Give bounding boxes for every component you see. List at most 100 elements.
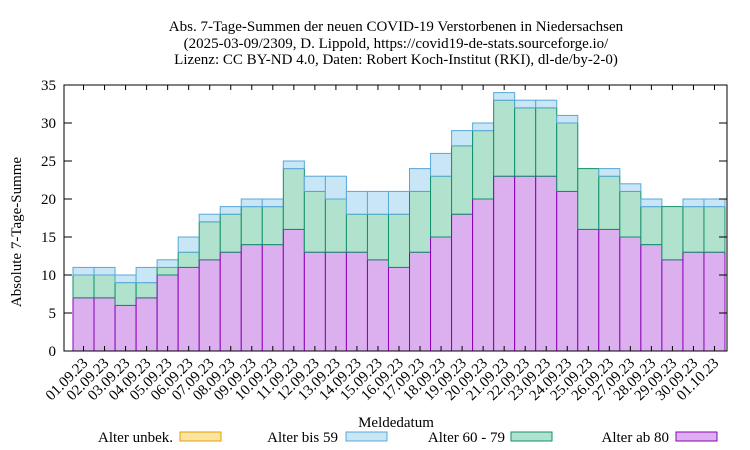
bar-segment-1-30 bbox=[703, 206, 726, 253]
bar-segment-1-14 bbox=[366, 213, 389, 261]
title-line-3: Lizenz: CC BY-ND 4.0, Daten: Robert Koch… bbox=[174, 52, 618, 68]
title-line-1: Abs. 7-Tage-Summen der neuen COVID-19 Ve… bbox=[169, 19, 624, 35]
bar-segment-2-14 bbox=[366, 190, 389, 215]
bar-segment-0-11 bbox=[303, 251, 326, 352]
bar-segment-0-12 bbox=[324, 251, 347, 352]
bar-segment-2-11 bbox=[303, 175, 326, 192]
bar-segment-1-18 bbox=[451, 145, 474, 215]
bar-segment-1-9 bbox=[261, 206, 284, 246]
legend-label: Alter unbek. bbox=[98, 430, 173, 446]
bar-segment-0-4 bbox=[156, 274, 179, 352]
bar-segment-2-25 bbox=[598, 168, 621, 177]
y-tick-label: 35 bbox=[41, 78, 56, 94]
bar-segment-2-2 bbox=[114, 274, 137, 284]
bar-segment-1-11 bbox=[303, 190, 326, 253]
legend-label: Alter bis 59 bbox=[267, 430, 338, 446]
bar-segment-1-12 bbox=[324, 198, 347, 253]
bar-segment-1-20 bbox=[493, 99, 516, 177]
bar-segment-1-25 bbox=[598, 175, 621, 230]
bar-segment-1-8 bbox=[240, 206, 263, 246]
bar-segment-2-8 bbox=[240, 198, 263, 208]
bar-segment-1-4 bbox=[156, 266, 179, 276]
bar-segment-2-30 bbox=[703, 198, 726, 208]
bar-segment-2-3 bbox=[135, 266, 158, 284]
bar-segment-0-2 bbox=[114, 304, 137, 352]
bar-segment-2-0 bbox=[72, 266, 95, 276]
bar-segment-2-9 bbox=[261, 198, 284, 208]
bar-segment-2-4 bbox=[156, 259, 179, 268]
bar-segment-0-25 bbox=[598, 228, 621, 352]
bar-segment-1-13 bbox=[345, 213, 368, 253]
bar-segment-0-23 bbox=[556, 190, 579, 352]
bar-segment-1-19 bbox=[472, 130, 495, 200]
bar-segment-0-5 bbox=[177, 266, 200, 352]
bar-segment-1-27 bbox=[640, 206, 663, 246]
bar-segment-0-27 bbox=[640, 244, 663, 352]
axes-layer: 0510152025303501.09.2302.09.2303.09.2304… bbox=[41, 78, 728, 404]
legend: Alter unbek. Alter bis 59 Alter 60 - 79 Alt… bbox=[98, 430, 718, 446]
bar-segment-0-24 bbox=[577, 228, 600, 352]
bar-segment-0-29 bbox=[682, 251, 705, 352]
legend-swatch-0 bbox=[179, 431, 222, 442]
bar-segment-1-5 bbox=[177, 251, 200, 268]
bar-segment-2-27 bbox=[640, 198, 663, 208]
bar-segment-1-23 bbox=[556, 122, 579, 192]
bar-segment-0-18 bbox=[451, 213, 474, 352]
y-tick-label: 10 bbox=[41, 268, 56, 284]
legend-label: Alter ab 80 bbox=[602, 430, 669, 446]
bar-segment-1-16 bbox=[409, 190, 432, 253]
bar-segment-1-0 bbox=[72, 274, 95, 299]
bar-segment-0-7 bbox=[219, 251, 242, 352]
bar-segment-1-21 bbox=[514, 107, 537, 177]
bar-segment-2-15 bbox=[387, 190, 411, 215]
bar-segment-0-9 bbox=[261, 244, 284, 352]
bar-segment-2-23 bbox=[556, 114, 579, 124]
y-tick-label: 25 bbox=[41, 154, 56, 170]
legend-swatch-2 bbox=[510, 431, 553, 442]
bar-segment-0-28 bbox=[661, 259, 684, 352]
chart-title: Abs. 7-Tage-Summen der neuen COVID-19 Ve… bbox=[169, 19, 624, 68]
legend-swatch-3 bbox=[675, 431, 718, 442]
bar-segment-2-10 bbox=[282, 160, 305, 170]
bar-segment-2-18 bbox=[451, 130, 474, 147]
bar-segment-0-19 bbox=[472, 198, 495, 352]
title-line-2: (2025-03-09/2309, D. Lippold, https://co… bbox=[184, 36, 609, 52]
bar-segment-0-13 bbox=[345, 251, 368, 352]
bar-segment-1-29 bbox=[682, 206, 705, 253]
bar-segment-2-21 bbox=[514, 99, 537, 109]
bar-segment-1-2 bbox=[114, 282, 137, 306]
bar-segment-0-14 bbox=[366, 259, 389, 352]
bar-segment-2-7 bbox=[219, 206, 242, 215]
bar-segment-2-19 bbox=[472, 122, 495, 132]
bar-segment-2-26 bbox=[619, 183, 642, 192]
bar-segment-0-30 bbox=[703, 251, 726, 352]
bar-segment-0-10 bbox=[282, 228, 305, 352]
legend-swatch-1 bbox=[345, 431, 388, 442]
bar-segment-2-13 bbox=[345, 190, 368, 215]
y-tick-label: 5 bbox=[49, 306, 57, 322]
bar-segment-1-22 bbox=[535, 107, 558, 177]
bar-segment-0-3 bbox=[135, 297, 158, 352]
bar-segment-0-15 bbox=[387, 266, 411, 352]
bar-segment-1-6 bbox=[198, 221, 221, 261]
bar-segment-1-7 bbox=[219, 213, 242, 253]
bar-segment-2-6 bbox=[198, 213, 221, 223]
bar-segment-0-20 bbox=[493, 175, 516, 352]
bar-segment-2-29 bbox=[682, 198, 705, 208]
bar-segment-2-20 bbox=[493, 92, 516, 101]
bar-segment-2-16 bbox=[409, 168, 432, 192]
bar-segment-0-26 bbox=[619, 236, 642, 352]
bar-segment-0-0 bbox=[72, 297, 95, 352]
bar-segment-0-17 bbox=[430, 236, 453, 352]
bars-layer bbox=[72, 92, 726, 352]
bar-segment-1-28 bbox=[661, 206, 684, 261]
x-axis-label: Meldedatum bbox=[358, 415, 434, 431]
bar-segment-0-21 bbox=[514, 175, 537, 352]
bar-segment-2-22 bbox=[535, 99, 558, 109]
bar-segment-2-12 bbox=[324, 175, 347, 200]
y-tick-label: 30 bbox=[41, 116, 56, 132]
bar-segment-0-1 bbox=[93, 297, 116, 352]
bar-segment-2-5 bbox=[177, 236, 200, 253]
y-tick-label: 0 bbox=[49, 344, 57, 360]
